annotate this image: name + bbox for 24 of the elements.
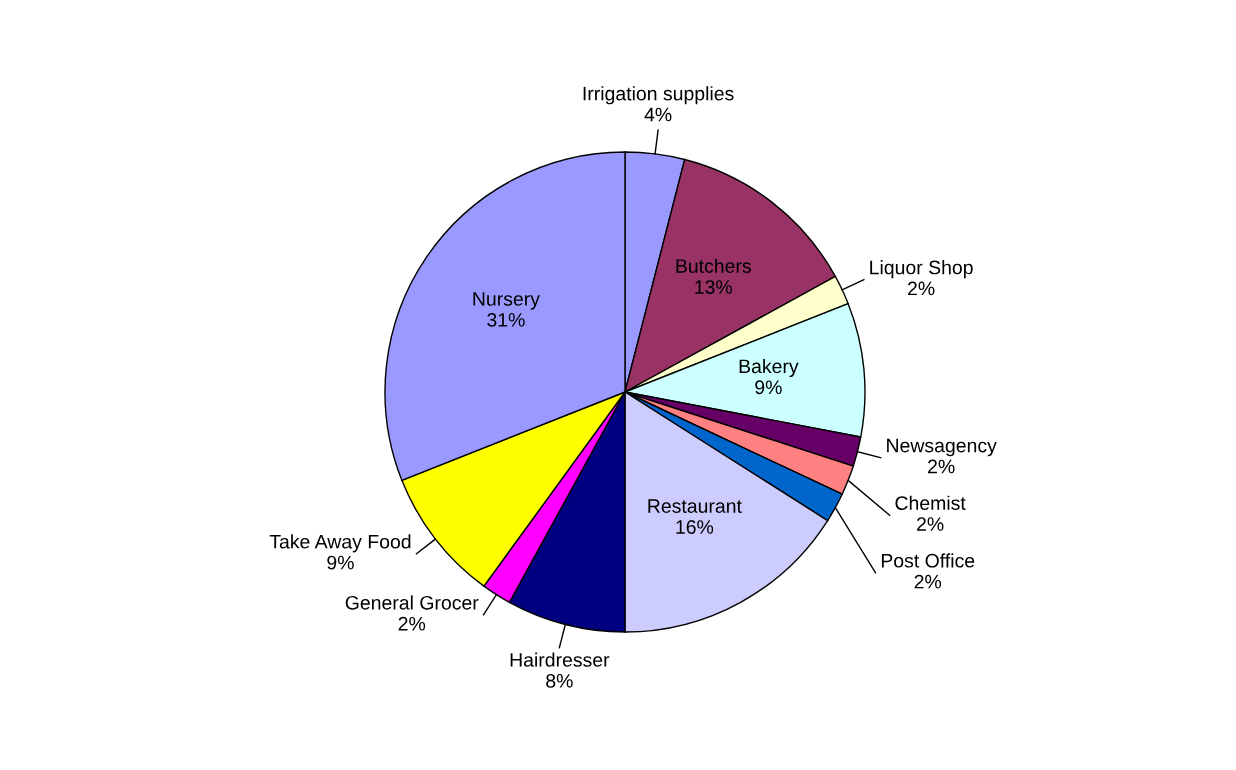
slice-label: Hairdresser bbox=[510, 652, 610, 667]
slice-label: Butchers bbox=[676, 258, 751, 273]
slice-label: General Grocer bbox=[345, 595, 479, 610]
data-label: 9% bbox=[755, 380, 782, 395]
slice-label: Liquor Shop bbox=[870, 260, 973, 279]
data-label: 4% bbox=[644, 107, 672, 122]
slice-label: Bakery bbox=[739, 358, 799, 378]
data-label: 2% bbox=[928, 459, 955, 474]
data-label: 9% bbox=[327, 555, 354, 570]
slice-label: Post Office bbox=[881, 553, 975, 568]
data-label: 2% bbox=[914, 574, 942, 589]
data-label: 2% bbox=[908, 281, 935, 296]
data-label: 13% bbox=[695, 280, 733, 294]
data-label: 8% bbox=[546, 673, 573, 688]
slice-label: Chemist bbox=[895, 495, 966, 510]
slice-label: Nursery bbox=[473, 292, 540, 310]
data-label: 31% bbox=[487, 312, 525, 327]
slice-label: Restaurant bbox=[648, 499, 742, 513]
slice-label: Newsagency bbox=[887, 438, 997, 457]
data-label: 16% bbox=[676, 520, 714, 534]
slice-label: Take Away Food bbox=[269, 534, 411, 553]
data-label: 2% bbox=[917, 517, 944, 531]
data-label: 2% bbox=[398, 616, 426, 631]
slice-label: Irrigation supplies bbox=[583, 86, 734, 105]
